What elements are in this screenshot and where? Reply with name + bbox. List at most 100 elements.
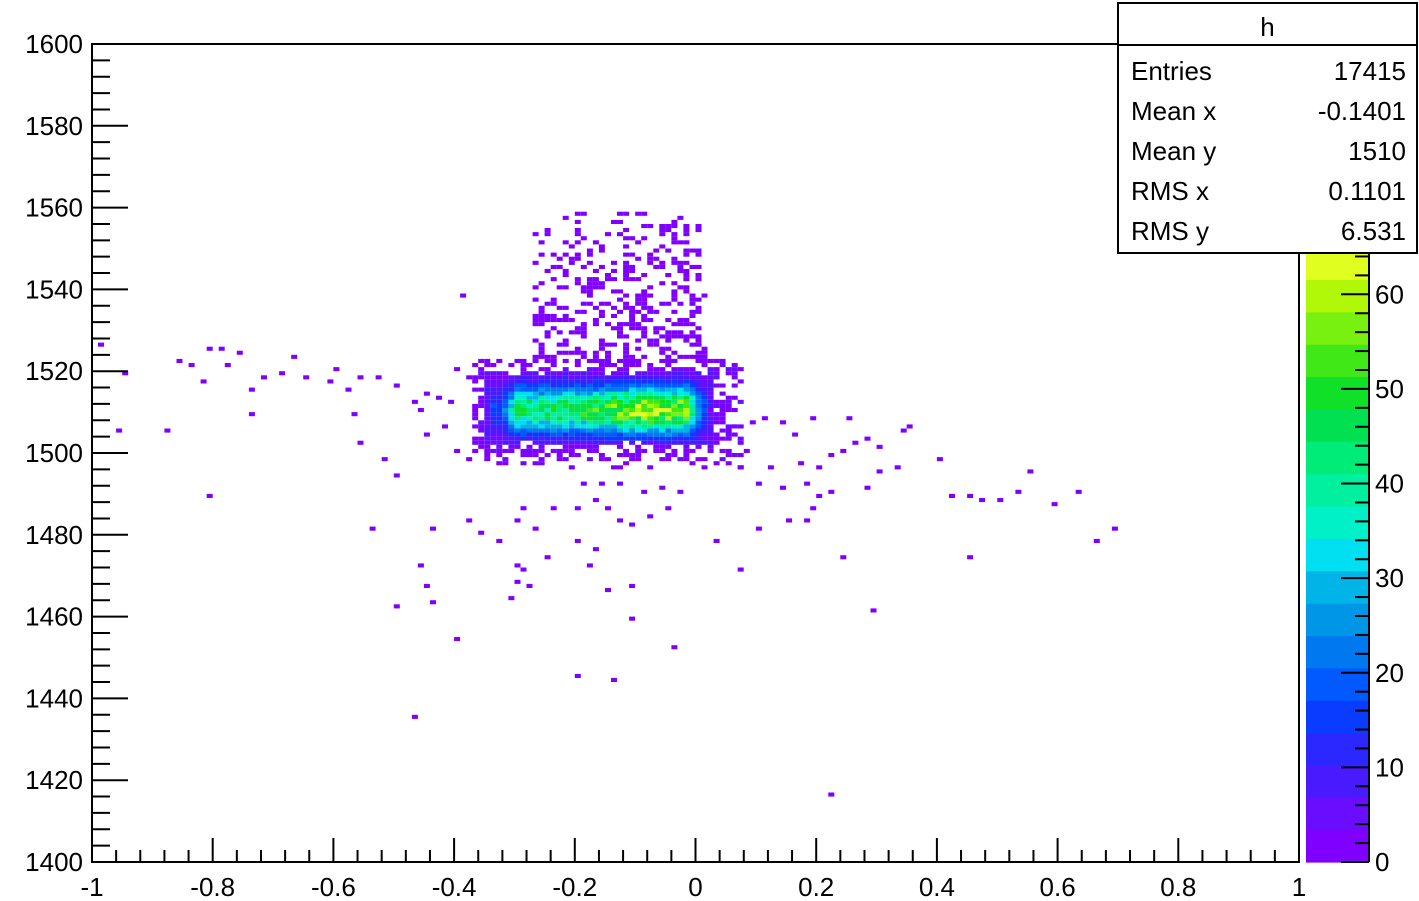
bin [629,440,636,445]
bin [430,600,436,605]
bin [544,399,551,404]
bin [592,547,599,552]
bin [689,440,696,445]
bin [641,305,648,310]
bin [635,387,642,392]
bin [665,424,672,429]
bin [623,403,630,408]
bin [641,412,648,417]
bin [617,383,623,388]
bin [574,440,581,445]
bin [514,428,521,433]
bin [629,313,636,318]
bin [598,420,605,425]
bin [701,432,708,437]
bin [514,416,521,421]
bin [665,412,672,417]
bin [689,399,696,404]
bin [598,387,605,392]
bin [562,387,569,392]
bin [550,395,557,400]
bin [544,412,551,417]
palette-band [1306,408,1369,442]
bin [695,420,702,425]
bin [611,326,617,331]
bin [236,350,243,355]
bin [671,256,678,261]
bin [677,416,684,421]
bin [683,289,690,294]
bin [188,363,195,368]
bin [574,219,581,224]
bin [556,416,563,421]
x-tick-label: -0.4 [432,872,477,901]
bin [611,371,617,376]
bin [520,412,527,417]
bin [550,318,557,323]
bin [731,432,738,437]
bin [532,432,539,437]
bin [653,399,660,404]
bin [653,436,660,441]
bin [695,457,702,462]
bin [532,260,539,265]
bin [520,391,527,396]
bin [665,416,672,421]
bin [677,440,684,445]
bin [611,424,617,429]
bin [659,346,666,351]
bin [629,457,636,462]
bin [592,371,599,376]
bin [635,301,642,306]
bin [647,367,654,372]
bin [580,309,587,314]
bin [611,268,617,273]
bin [629,322,636,327]
bin [683,334,690,339]
bin [605,301,611,306]
bin [514,579,521,584]
bin [532,313,539,318]
histogram-bins [98,211,1118,797]
bin [544,416,551,421]
bin [598,383,605,388]
bin [592,420,599,425]
bin [671,219,678,224]
bin [490,416,497,421]
bin [647,371,654,376]
bin [544,436,551,441]
bin [200,379,207,384]
bin [508,412,515,417]
bin [967,555,974,560]
bin [713,403,720,408]
bin [562,358,569,363]
bin [490,403,497,408]
bin [695,326,702,331]
bin [695,371,702,376]
bin [586,285,593,290]
bin [586,391,593,396]
bin [484,444,491,449]
bin [586,412,593,417]
bin [502,461,509,466]
bin [611,428,617,433]
bin [550,424,557,429]
bin [484,412,491,417]
bin [617,379,623,384]
bin [532,338,539,343]
bin [532,428,539,433]
bin [592,375,599,380]
bin [562,285,569,290]
bin [508,408,515,413]
y-tick-label: 1440 [25,683,83,713]
bin [544,358,551,363]
bin [122,371,129,376]
bin [695,309,702,314]
bin [725,436,732,441]
bin [719,436,726,441]
bin [496,408,503,413]
bin [683,403,690,408]
bin [623,322,630,327]
bin [568,399,575,404]
bin [574,330,581,335]
